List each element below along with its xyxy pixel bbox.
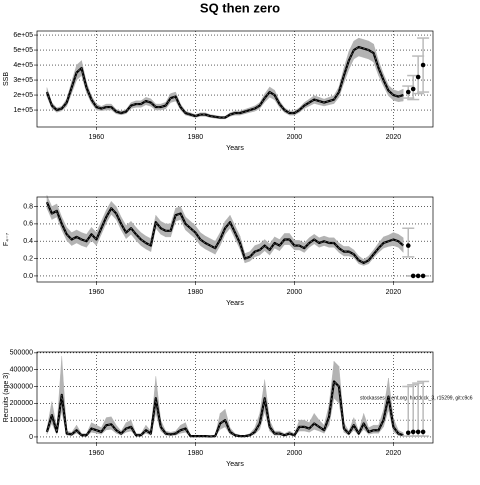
plot-frame bbox=[36, 351, 434, 444]
forecast-point bbox=[420, 429, 426, 435]
forecast-point bbox=[405, 89, 411, 95]
panel: 1960 1980 2000 2020 0 100000 200000 300000 40000… bbox=[3, 350, 434, 468]
x-tick-label: 2020 bbox=[386, 289, 402, 296]
forecast-point bbox=[405, 430, 411, 436]
confidence-band bbox=[106, 416, 112, 431]
forecast-point bbox=[410, 86, 416, 92]
plot-frame bbox=[36, 196, 434, 283]
y-tick-label: 0.4 bbox=[23, 238, 33, 245]
x-axis-label: Years bbox=[226, 145, 244, 152]
y-tick-label: 0.0 bbox=[23, 273, 33, 280]
y-tick-label: 100000 bbox=[10, 417, 33, 424]
y-tick-label: 1e+05 bbox=[13, 107, 33, 114]
estimate-line-dash bbox=[46, 46, 404, 118]
y-tick-label: 0.2 bbox=[23, 255, 33, 262]
y-tick-label: 6e+05 bbox=[13, 32, 33, 39]
y-tick-label: 500000 bbox=[10, 350, 33, 357]
x-tick-label: 1960 bbox=[89, 289, 105, 296]
chart-title: SQ then zero bbox=[200, 0, 280, 15]
x-axis-label: Years bbox=[226, 461, 244, 468]
panel: 1960 1980 2000 2020 0.0 0.2 0.4 0.6 0.8 Years F₄₋₇ bbox=[3, 195, 434, 307]
x-tick-label: 1980 bbox=[188, 450, 204, 457]
annotation: stockassessment.org, haddock_3, r15299, … bbox=[360, 395, 473, 401]
x-tick-label: 2000 bbox=[287, 450, 303, 457]
x-tick-label: 1960 bbox=[89, 450, 105, 457]
y-tick-label: 2e+05 bbox=[13, 92, 33, 99]
forecast-point bbox=[405, 243, 411, 248]
x-tick-label: 2000 bbox=[287, 289, 303, 296]
x-tick-label: 2020 bbox=[386, 450, 402, 457]
y-tick-label: 5e+05 bbox=[13, 47, 33, 54]
forecast-point bbox=[420, 273, 426, 279]
x-tick-label: 2020 bbox=[386, 134, 402, 141]
forecast-point bbox=[415, 74, 421, 80]
y-tick-label: 0.8 bbox=[23, 203, 33, 210]
x-tick-label: 1960 bbox=[89, 134, 105, 141]
forecast-point bbox=[415, 273, 421, 279]
x-axis-label: Years bbox=[226, 300, 244, 307]
y-tick-label: 0.6 bbox=[23, 221, 33, 228]
y-axis-label: Recruits (age 3) bbox=[3, 373, 10, 423]
y-tick-label: 300000 bbox=[10, 383, 33, 390]
panel: 1960 1980 2000 2020 1e+05 2e+05 3e+05 4e+05 5e+0… bbox=[3, 30, 434, 152]
forecast-point bbox=[410, 273, 416, 279]
forecast-point bbox=[410, 429, 416, 435]
plot-frame bbox=[36, 30, 434, 128]
confidence-band bbox=[299, 419, 305, 432]
y-tick-label: 0 bbox=[29, 434, 33, 441]
x-tick-label: 1980 bbox=[188, 134, 204, 141]
y-tick-label: 3e+05 bbox=[13, 77, 33, 84]
estimate-line bbox=[45, 201, 405, 265]
y-axis-label: F₄₋₇ bbox=[3, 232, 10, 246]
x-tick-label: 2000 bbox=[287, 134, 303, 141]
x-tick-label: 1980 bbox=[188, 289, 204, 296]
y-tick-label: 200000 bbox=[10, 400, 33, 407]
y-axis-label: SSB bbox=[3, 72, 10, 86]
estimate-line-dash bbox=[46, 380, 404, 437]
y-tick-label: 4e+05 bbox=[13, 62, 33, 69]
forecast-point bbox=[420, 62, 426, 68]
y-tick-label: 400000 bbox=[10, 367, 33, 374]
forecast-point bbox=[415, 429, 421, 435]
